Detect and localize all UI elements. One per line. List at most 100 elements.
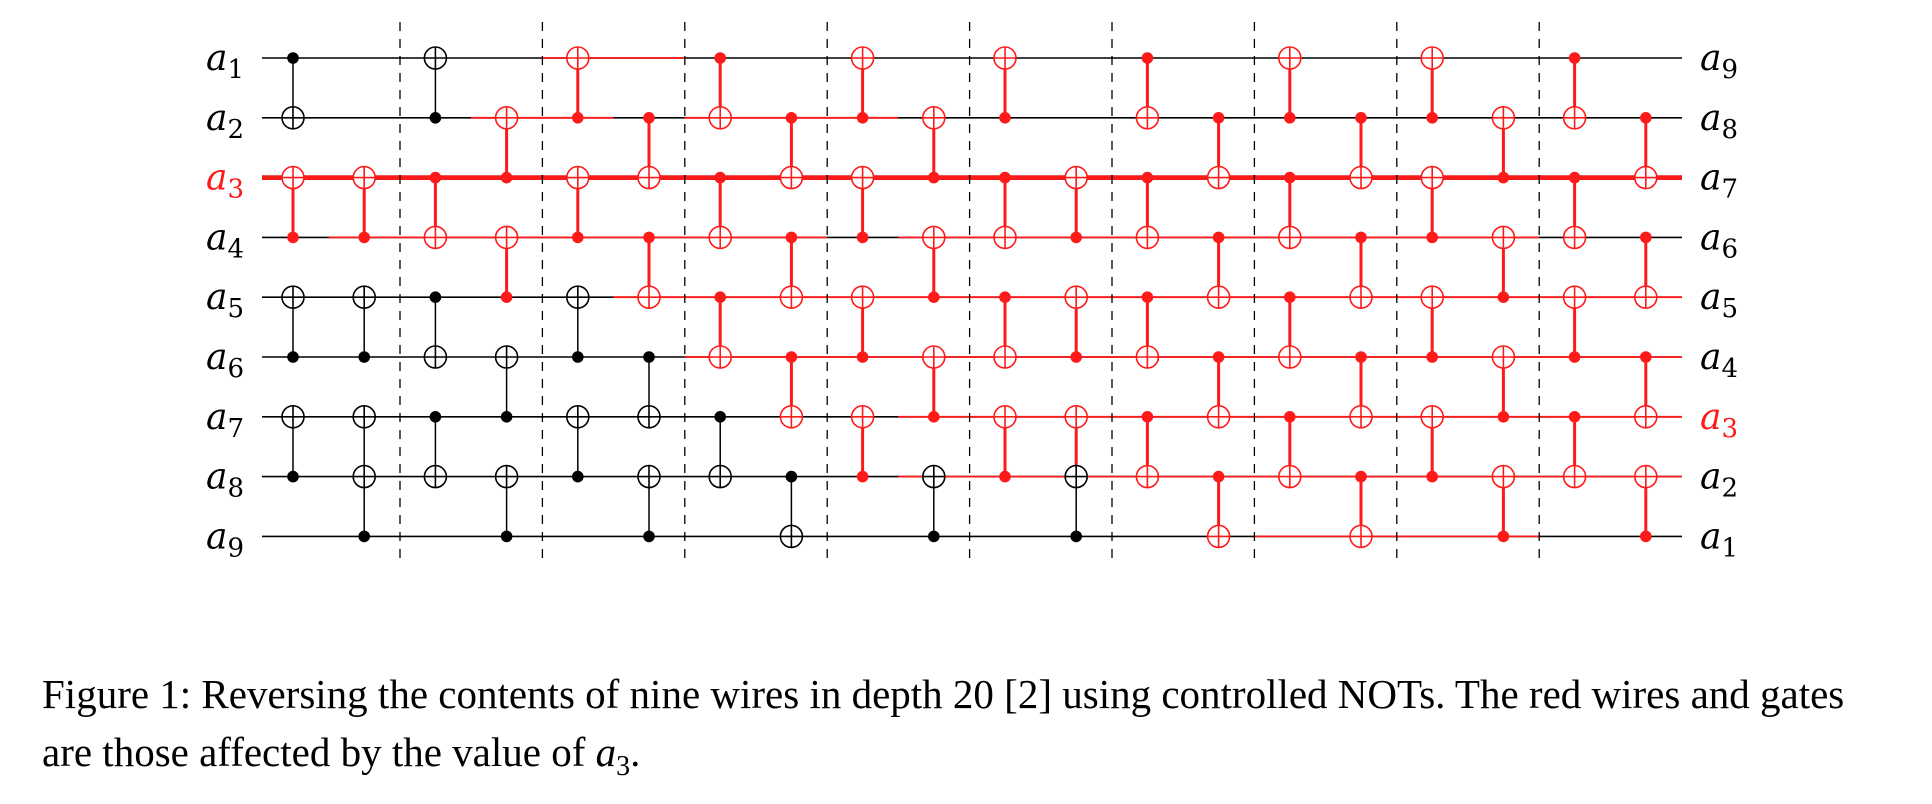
control-dot	[1141, 291, 1154, 304]
right-wire-label: a4	[1700, 337, 1738, 384]
control-dot	[1070, 351, 1082, 363]
control-dot	[999, 171, 1011, 184]
control-dot	[1497, 530, 1510, 543]
left-wire-label: a7	[206, 397, 244, 444]
control-dot	[1426, 112, 1438, 124]
control-dot	[1426, 231, 1438, 244]
control-dot	[429, 112, 442, 124]
control-dot	[358, 351, 371, 363]
control-dot	[287, 351, 299, 363]
control-dot	[928, 291, 940, 304]
right-wire-label: a6	[1700, 217, 1738, 264]
control-dot	[358, 231, 371, 244]
control-dot	[1640, 112, 1652, 124]
control-dot	[429, 291, 442, 304]
control-dot	[500, 291, 513, 304]
control-dot	[999, 470, 1011, 483]
left-wire-label: a8	[206, 457, 244, 504]
control-dot	[287, 470, 299, 483]
control-dot	[714, 52, 726, 64]
control-dot	[1284, 411, 1296, 423]
left-wire-label: a6	[206, 337, 244, 384]
control-dot	[429, 171, 442, 184]
caption-variable: a3	[595, 729, 631, 783]
right-wire-label: a5	[1700, 277, 1738, 324]
control-dot	[714, 291, 726, 304]
left-wire-label: a9	[206, 516, 244, 563]
right-wire-label: a7	[1700, 158, 1738, 205]
control-dot	[1497, 411, 1510, 423]
control-dot	[1284, 112, 1296, 124]
control-dot	[1070, 231, 1082, 244]
control-dot	[1497, 171, 1510, 184]
left-wire-label: a4	[206, 217, 244, 264]
control-dot	[1141, 52, 1154, 64]
control-dot	[785, 112, 798, 124]
control-dot	[1355, 231, 1367, 244]
control-dot	[1568, 351, 1581, 363]
right-wire-label: a9	[1700, 38, 1738, 85]
control-dot	[1355, 112, 1367, 124]
control-dot	[1355, 470, 1367, 483]
control-dot	[1141, 171, 1154, 184]
control-dot	[1212, 112, 1225, 124]
control-dot	[1640, 351, 1652, 363]
control-dot	[1284, 171, 1296, 184]
control-dot	[1426, 351, 1438, 363]
control-dot	[856, 231, 869, 244]
control-dot	[500, 530, 513, 543]
control-dot	[643, 530, 655, 543]
control-dot	[1497, 291, 1510, 304]
control-dot	[572, 231, 584, 244]
figure-caption: Figure 1: Reversing the contents of nine…	[42, 671, 1845, 783]
control-dot	[500, 411, 513, 423]
control-dot	[1070, 530, 1082, 543]
control-dot	[287, 52, 299, 64]
control-dot	[1355, 351, 1367, 363]
control-dot	[287, 231, 299, 244]
control-dot	[1568, 52, 1581, 64]
left-wire-label: a2	[206, 98, 244, 145]
circuit-diagram: a1 a2 a3 a4 a5 a6 a7 a8 a9 a9 a8 a7 a6 a5 a4 a3 a2 a1	[206, 22, 1738, 566]
control-dot	[856, 112, 869, 124]
control-dot	[1640, 231, 1652, 244]
control-dot	[1212, 231, 1225, 244]
control-dot	[785, 231, 798, 244]
right-wire-label: a2	[1700, 457, 1738, 504]
control-dot	[643, 351, 655, 363]
control-dot	[714, 171, 726, 184]
control-dot	[572, 470, 584, 483]
left-wire-label: a5	[206, 277, 244, 324]
control-dot	[1212, 470, 1225, 483]
control-dot	[856, 470, 869, 483]
control-dot	[1426, 470, 1438, 483]
control-dot	[928, 411, 940, 423]
left-wire-label: a1	[206, 38, 244, 85]
control-dot	[1568, 411, 1581, 423]
control-dot	[429, 411, 442, 423]
control-dot	[358, 530, 371, 543]
control-dot	[928, 530, 940, 543]
control-dot	[785, 351, 798, 363]
left-wire-label: a3	[206, 158, 244, 205]
right-wire-label: a3	[1700, 397, 1738, 444]
right-wire-label: a1	[1700, 516, 1738, 563]
control-dot	[785, 470, 798, 483]
caption-text: Figure 1: Reversing the contents of nine…	[42, 671, 1845, 775]
control-dot	[1141, 411, 1154, 423]
control-dot	[928, 171, 940, 184]
control-dot	[1640, 530, 1652, 543]
control-dot	[999, 291, 1011, 304]
control-dot	[500, 171, 513, 184]
control-dot	[643, 112, 655, 124]
control-dot	[1284, 291, 1296, 304]
control-dot	[572, 351, 584, 363]
control-dot	[572, 112, 584, 124]
control-dot	[643, 231, 655, 244]
control-dot	[856, 351, 869, 363]
control-dot	[999, 112, 1011, 124]
control-dot	[1568, 171, 1581, 184]
control-dot	[714, 411, 726, 423]
control-dot	[1212, 351, 1225, 363]
right-wire-label: a8	[1700, 98, 1738, 145]
